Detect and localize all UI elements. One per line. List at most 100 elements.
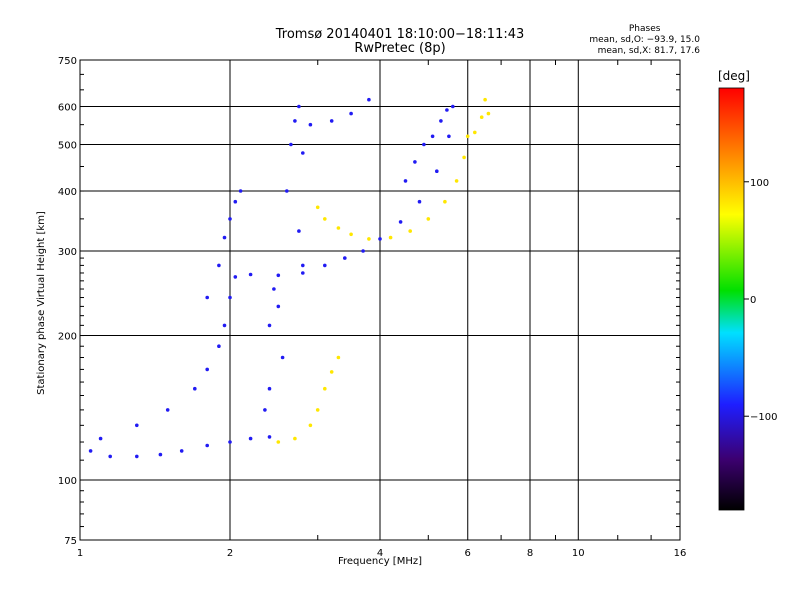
phase-stats-heading: Phases	[628, 24, 661, 34]
phase-stats-x: mean, sd,X: 81.7, 17.6	[597, 46, 700, 56]
data-point	[349, 232, 353, 237]
data-point	[263, 408, 267, 412]
colorbar-label: [deg]	[718, 69, 750, 83]
data-point	[158, 452, 163, 457]
data-point	[361, 249, 365, 253]
y-axis-ticks: 75 100 200 300 400 500 600 750	[58, 56, 680, 547]
data-point	[301, 263, 305, 268]
y-tick-label: 400	[58, 187, 77, 198]
x-axis-ticks: 1 2 4 6 8 10 16	[77, 60, 687, 559]
data-point	[272, 287, 276, 291]
y-tick-label: 600	[58, 103, 77, 114]
data-points	[88, 97, 491, 459]
data-point	[451, 104, 455, 109]
data-point	[233, 199, 238, 204]
x-axis-label: Frequency [MHz]	[337, 556, 423, 567]
colorbar-ticks: 100 0 −100	[744, 178, 777, 423]
data-point	[367, 97, 371, 102]
data-point	[301, 151, 305, 155]
data-point	[315, 205, 320, 210]
data-point	[308, 122, 313, 127]
data-point	[447, 134, 451, 139]
data-point	[430, 134, 435, 139]
data-point	[454, 179, 459, 183]
chart-subtitle: RwPretec (8p)	[354, 41, 446, 56]
data-point	[205, 367, 209, 372]
data-point	[336, 355, 341, 360]
data-point	[439, 119, 443, 123]
data-point	[413, 160, 417, 164]
data-point	[217, 344, 221, 349]
colorbar-tick-label: 100	[750, 178, 769, 189]
data-point	[217, 263, 221, 268]
x-tick-label: 4	[377, 548, 383, 559]
data-point	[276, 304, 281, 309]
data-point	[403, 179, 408, 183]
data-point	[205, 295, 209, 300]
data-point	[222, 323, 227, 328]
data-point	[308, 423, 313, 428]
plot-frame	[79, 59, 681, 541]
colorbar-tick-label: −100	[750, 412, 777, 423]
x-tick-label: 10	[572, 548, 585, 559]
data-point	[205, 443, 209, 448]
data-point	[435, 169, 439, 173]
data-point	[228, 295, 232, 300]
data-point	[323, 263, 327, 268]
x-tick-label: 6	[465, 548, 471, 559]
data-point	[426, 217, 431, 221]
data-point	[417, 199, 422, 204]
y-tick-label: 100	[58, 476, 77, 487]
data-point	[323, 217, 327, 221]
data-point	[267, 323, 272, 328]
data-point	[443, 199, 447, 204]
data-point	[228, 217, 232, 221]
y-tick-label: 300	[58, 247, 77, 258]
y-tick-label: 500	[58, 141, 77, 152]
grid-lines	[80, 60, 680, 540]
data-point	[248, 436, 253, 441]
data-point	[98, 436, 103, 441]
x-tick-label: 2	[227, 548, 233, 559]
data-point	[179, 449, 184, 453]
data-point	[462, 155, 466, 160]
data-point	[222, 235, 227, 240]
data-point	[301, 271, 305, 275]
data-point	[193, 386, 197, 391]
data-point	[336, 226, 341, 230]
data-point	[378, 237, 382, 241]
data-point	[398, 220, 403, 224]
colorbar	[718, 87, 745, 511]
data-point	[473, 130, 477, 135]
data-point	[297, 229, 301, 233]
data-point	[276, 440, 281, 444]
phase-stats-o: mean, sd,O: −93.9, 15.0	[589, 35, 700, 45]
data-point	[483, 97, 487, 102]
data-point	[329, 370, 334, 374]
data-point	[293, 119, 297, 123]
x-tick-label: 16	[674, 548, 687, 559]
data-point	[367, 237, 371, 241]
data-point	[465, 134, 470, 139]
data-point	[445, 108, 449, 112]
data-point	[233, 275, 238, 279]
data-point	[248, 272, 253, 277]
data-point	[238, 189, 243, 193]
y-tick-label: 750	[58, 56, 77, 67]
data-point	[88, 449, 93, 453]
data-point	[228, 440, 232, 444]
y-tick-label: 200	[58, 332, 77, 343]
colorbar-tick-label: 0	[750, 295, 756, 306]
y-tick-label: 75	[64, 536, 77, 547]
data-point	[486, 111, 491, 116]
data-point	[289, 142, 293, 147]
data-point	[343, 256, 347, 260]
chart-title: Tromsø 20140401 18:10:00−18:11:43	[275, 27, 525, 42]
x-tick-label: 1	[77, 548, 83, 559]
data-point	[323, 386, 327, 391]
data-point	[280, 355, 285, 360]
phase-stats: Phases mean, sd,O: −93.9, 15.0 mean, sd,…	[589, 24, 700, 57]
data-point	[297, 104, 301, 109]
data-point	[267, 435, 272, 439]
